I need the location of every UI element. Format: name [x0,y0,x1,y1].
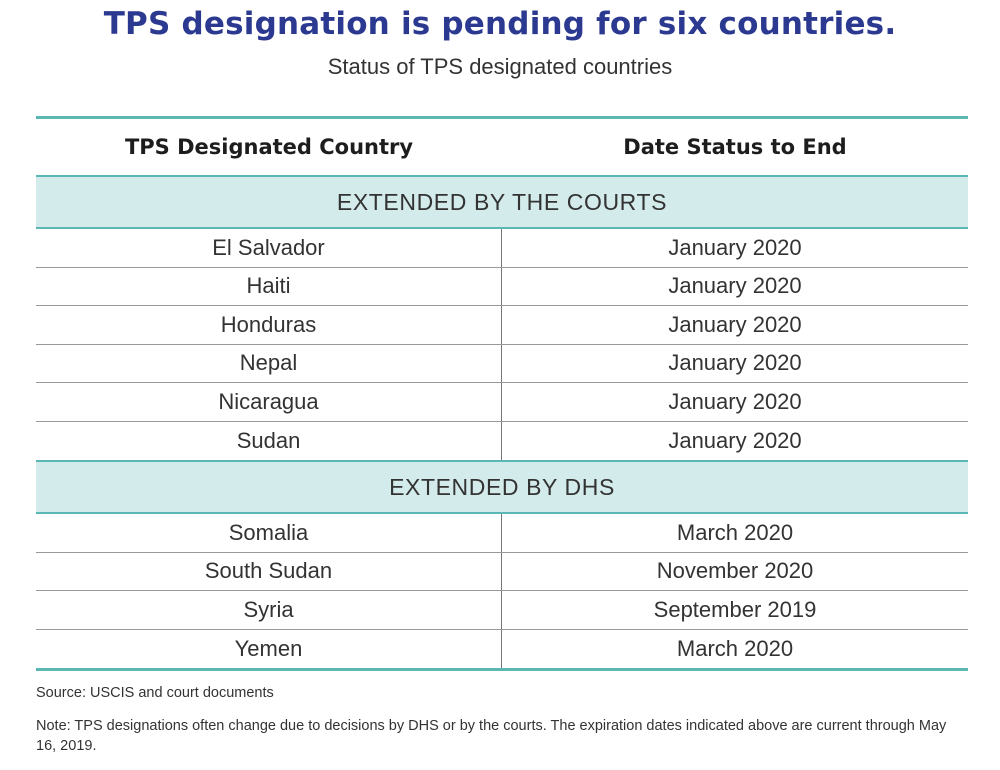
section-header-dhs: EXTENDED BY DHS [36,460,968,514]
country-cell: Nepal [36,344,502,382]
date-cell: January 2020 [668,427,802,453]
country-cell: Haiti [36,267,502,305]
date-cell: March 2020 [676,519,794,545]
chart-subtitle: Status of TPS designated countries [327,54,673,79]
table-top-rule [36,116,968,119]
date-cell: January 2020 [668,350,802,376]
date-cell: September 2019 [653,596,817,622]
country-cell: South Sudan [36,552,502,590]
column-header-date: Date Status to End [623,135,847,159]
status-table: TPS Designated Country Date Status to En… [36,116,968,671]
date-cell: January 2020 [668,311,802,337]
table-row: Syria September 2019 [36,591,968,630]
date-cell: March 2020 [676,635,794,661]
date-cell: January 2020 [668,234,802,260]
country-cell: Yemen [36,629,502,668]
country-cell: Somalia [36,514,502,552]
country-cell: Honduras [36,306,502,344]
column-header-country: TPS Designated Country [124,135,414,159]
date-cell: January 2020 [668,388,802,414]
table-row: Haiti January 2020 [36,267,968,306]
table-row: Somalia March 2020 [36,514,968,553]
table-row: Yemen March 2020 [36,629,968,668]
explanatory-note: Note: TPS designations often change due … [36,718,947,754]
table-row: Sudan January 2020 [36,421,968,460]
table-bottom-rule [36,668,968,671]
section-header-courts: EXTENDED BY THE COURTS [36,175,968,229]
table-row: South Sudan November 2020 [36,552,968,591]
chart-title: TPS designation is pending for six count… [103,6,897,42]
table-header: TPS Designated Country Date Status to En… [36,119,968,175]
country-cell: El Salvador [36,229,502,267]
country-cell: Sudan [36,421,502,460]
date-cell: November 2020 [656,558,814,584]
table-row: Nicaragua January 2020 [36,383,968,422]
table-row: El Salvador January 2020 [36,229,968,268]
table-row: Honduras January 2020 [36,306,968,345]
source-note: Source: USCIS and court documents [36,685,274,701]
country-cell: Syria [36,591,502,629]
table-row: Nepal January 2020 [36,344,968,383]
country-cell: Nicaragua [36,383,502,421]
date-cell: January 2020 [668,273,802,299]
